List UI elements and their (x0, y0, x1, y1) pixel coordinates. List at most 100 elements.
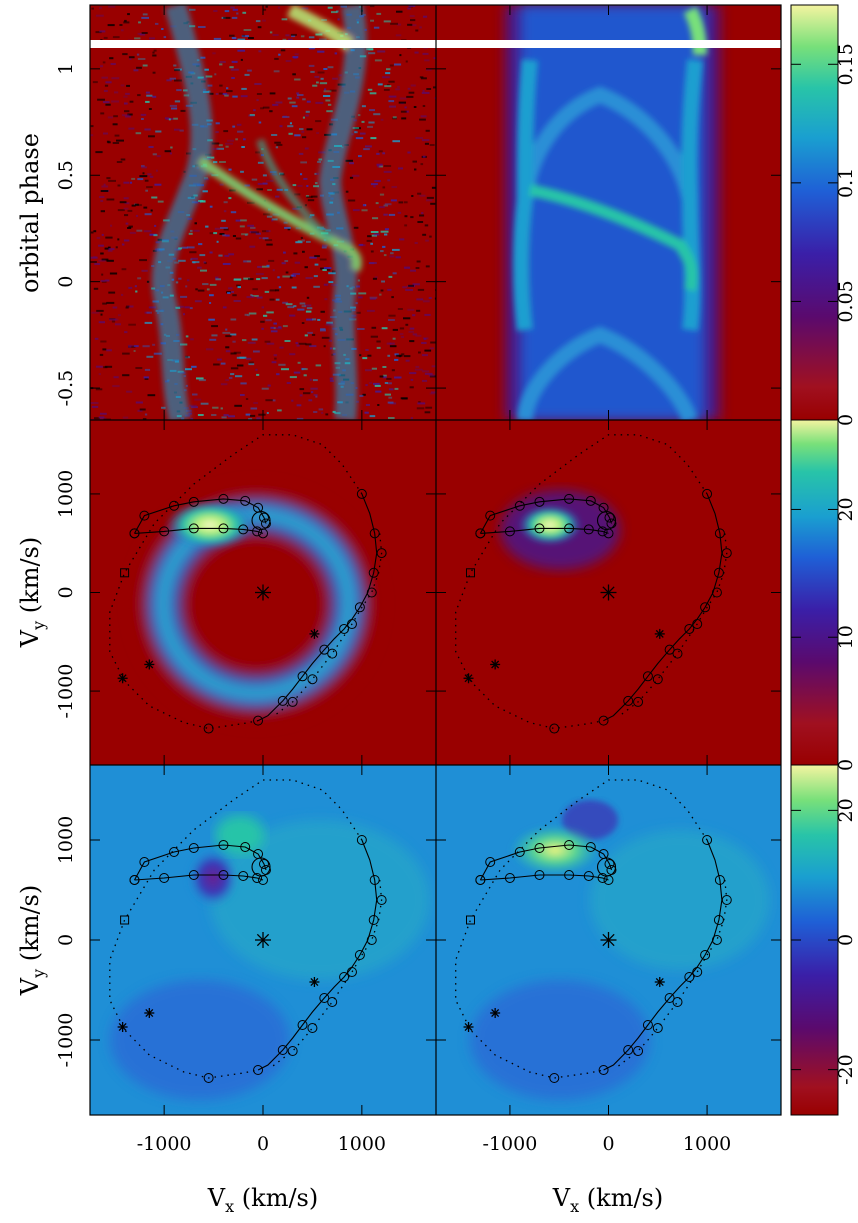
colorbar-tick-label: 0 (835, 414, 857, 426)
stream-marker (346, 619, 357, 630)
stream-marker (583, 871, 594, 881)
stream-marker (238, 871, 249, 881)
stream-marker (702, 835, 713, 845)
vy-tick-label: 1000 (55, 816, 77, 864)
stream-marker (346, 967, 357, 977)
stream-marker (721, 895, 732, 905)
star-marker (144, 1008, 155, 1018)
stream-marker (369, 528, 380, 539)
stream-marker (203, 1073, 214, 1083)
stream-marker (549, 1073, 560, 1083)
stream-marker (485, 510, 496, 521)
right-outer-track (257, 839, 378, 1071)
stream-marker (327, 648, 338, 659)
lower-stream-track (134, 527, 264, 534)
outer-arc-track (109, 779, 363, 1079)
stream-marker (597, 873, 608, 883)
vx-tick-label: 0 (257, 1133, 269, 1155)
stream-marker (307, 674, 318, 685)
stream-marker (218, 870, 229, 880)
phase-tick-label: 1 (55, 63, 77, 75)
stream-marker (534, 523, 545, 534)
stream-marker (652, 1023, 663, 1033)
stream-marker (369, 875, 380, 885)
stream-origin-marker (251, 510, 271, 531)
star-marker (490, 659, 501, 670)
colorbar-tick-label: 0 (835, 759, 857, 771)
square-marker (120, 915, 130, 925)
stream-marker (652, 674, 663, 685)
stream-marker (564, 493, 575, 504)
stream-marker (319, 993, 330, 1003)
stream-marker (277, 695, 288, 706)
stream-marker (203, 723, 214, 734)
stream-marker (485, 857, 496, 867)
stream-marker (368, 567, 379, 578)
stream-marker (711, 935, 722, 945)
panel-trailed-model (436, 5, 781, 420)
stream-marker (240, 842, 251, 852)
stream-marker (258, 859, 269, 869)
stream-marker (356, 835, 367, 845)
stream-overlays (109, 434, 732, 1083)
stream-marker (564, 523, 575, 534)
stream-marker (354, 602, 365, 613)
stream-marker (253, 715, 264, 726)
stream-marker (218, 493, 229, 504)
stream-marker (534, 870, 545, 880)
phase-tick-label: 0 (55, 276, 77, 288)
stream-marker (514, 500, 525, 511)
stream-marker (504, 526, 515, 537)
stream-origin-marker (596, 857, 617, 877)
stream-marker (139, 510, 150, 521)
stream-marker (159, 873, 170, 883)
stream-marker (339, 623, 350, 634)
star-marker (117, 1022, 128, 1032)
colorbar-tick-label: 20 (835, 798, 857, 822)
stream-marker (664, 644, 675, 655)
colorbar-tick-label: 0.15 (835, 43, 857, 85)
stream-marker (307, 1023, 318, 1033)
stream-marker (684, 623, 695, 634)
stream-marker (664, 993, 675, 1003)
stream-marker (277, 1045, 288, 1055)
upper-stream-track (134, 498, 267, 534)
stream-marker (253, 1065, 264, 1075)
stream-marker (139, 857, 150, 867)
stream-marker (692, 967, 703, 977)
stream-marker (598, 715, 609, 726)
stream-marker (354, 950, 365, 960)
phase-tick-label: 0.5 (55, 160, 77, 190)
lower-stream-track (480, 874, 609, 881)
star-marker (255, 932, 271, 948)
vx-tick-label: -1000 (137, 1133, 192, 1155)
stream-marker (585, 495, 596, 506)
stream-marker (714, 875, 725, 885)
stream-marker (549, 723, 560, 734)
stream-marker (642, 671, 653, 682)
stream-marker (169, 500, 180, 511)
stream-marker (623, 695, 634, 706)
ylabel-vy-middle: Vy (km/s) (16, 537, 48, 648)
colorbar-tick-label: -20 (835, 1054, 857, 1085)
stream-marker (252, 873, 263, 883)
colorbar-tick-label: 0 (835, 934, 857, 946)
stream-marker (633, 1046, 644, 1056)
stream-marker (287, 696, 298, 707)
lower-stream-track (134, 874, 264, 881)
stream-marker (672, 648, 683, 659)
stream-marker (564, 870, 575, 880)
stream-marker (475, 875, 486, 885)
right-outer-track (257, 493, 378, 722)
outer-arc-track (455, 779, 708, 1079)
vx-tick-label: 1000 (338, 1133, 386, 1155)
stream-marker (376, 548, 387, 559)
stream-marker (604, 859, 615, 869)
star-marker (463, 673, 474, 684)
stream-marker (713, 915, 724, 925)
upper-stream-track (134, 844, 267, 881)
square-marker (120, 568, 130, 578)
vy-tick-label: -1000 (55, 664, 77, 719)
star-marker (654, 977, 665, 987)
